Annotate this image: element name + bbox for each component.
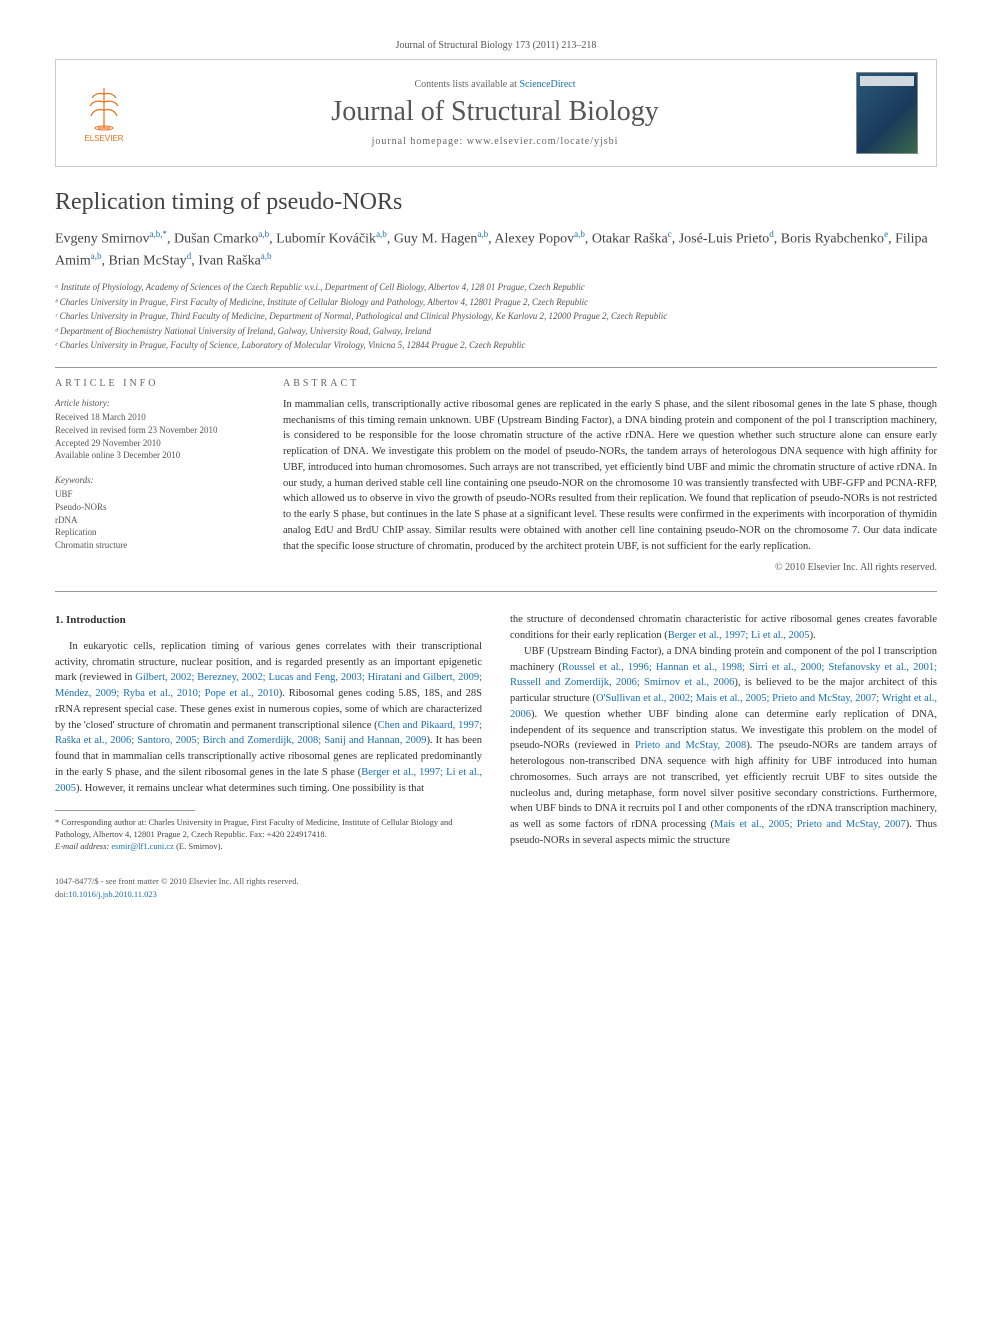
article-title: Replication timing of pseudo-NORs — [55, 189, 937, 216]
contents-prefix: Contents lists available at — [414, 79, 519, 90]
history-line: Accepted 29 November 2010 — [55, 437, 255, 450]
footnote-separator — [55, 810, 195, 811]
header-center: Contents lists available at ScienceDirec… — [134, 79, 856, 147]
body-columns: 1. Introduction In eukaryotic cells, rep… — [55, 612, 937, 900]
author-list: Evgeny Smirnova,b,*, Dušan Cmarkoa,b, Lu… — [55, 228, 937, 271]
contents-line: Contents lists available at ScienceDirec… — [134, 79, 856, 90]
homepage-line: journal homepage: www.elsevier.com/locat… — [134, 136, 856, 147]
doi-link[interactable]: 10.1016/j.jsb.2010.11.023 — [68, 889, 157, 899]
affiliation-line: ᵃ Institute of Physiology, Academy of Sc… — [55, 281, 937, 295]
citation-link[interactable]: Prieto and McStay, 2008 — [635, 740, 746, 751]
corresponding-author-footnote: * Corresponding author at: Charles Unive… — [55, 817, 482, 841]
top-citation: Journal of Structural Biology 173 (2011)… — [55, 40, 937, 51]
keyword: Pseudo-NORs — [55, 501, 255, 514]
divider — [55, 367, 937, 368]
journal-header: ELSEVIER Contents lists available at Sci… — [55, 59, 937, 167]
journal-cover-thumbnail — [856, 72, 918, 154]
email-label: E-mail address: — [55, 841, 111, 851]
keywords-block: Keywords: UBFPseudo-NORsrDNAReplicationC… — [55, 474, 255, 552]
left-column: 1. Introduction In eukaryotic cells, rep… — [55, 612, 482, 900]
bottom-metadata: 1047-8477/$ - see front matter © 2010 El… — [55, 875, 482, 901]
keywords-label: Keywords: — [55, 474, 255, 487]
article-info-column: ARTICLE INFO Article history: Received 1… — [55, 378, 255, 574]
keyword: Replication — [55, 526, 255, 539]
keyword: rDNA — [55, 514, 255, 527]
issn-line: 1047-8477/$ - see front matter © 2010 El… — [55, 875, 482, 888]
homepage-prefix: journal homepage: — [372, 136, 467, 147]
elsevier-logo: ELSEVIER — [74, 78, 134, 148]
abstract-text: In mammalian cells, transcriptionally ac… — [283, 397, 937, 555]
paragraph: the structure of decondensed chromatin c… — [510, 612, 937, 644]
email-suffix: (E. Smirnov). — [174, 841, 223, 851]
doi-line: doi:10.1016/j.jsb.2010.11.023 — [55, 888, 482, 901]
article-history-block: Article history: Received 18 March 2010R… — [55, 397, 255, 462]
page-container: Journal of Structural Biology 173 (2011)… — [0, 0, 992, 940]
history-line: Received 18 March 2010 — [55, 411, 255, 424]
divider — [55, 591, 937, 592]
section-title: Introduction — [66, 614, 126, 626]
history-line: Received in revised form 23 November 201… — [55, 424, 255, 437]
affiliations: ᵃ Institute of Physiology, Academy of Sc… — [55, 281, 937, 353]
abstract-column: ABSTRACT In mammalian cells, transcripti… — [283, 378, 937, 574]
text-run: ). — [810, 630, 816, 641]
citation-link[interactable]: Mais et al., 2005; Prieto and McStay, 20… — [714, 819, 906, 830]
section-heading: 1. Introduction — [55, 612, 482, 629]
affiliation-line: ᵇ Charles University in Prague, First Fa… — [55, 296, 937, 310]
section-number: 1. — [55, 614, 63, 626]
right-column: the structure of decondensed chromatin c… — [510, 612, 937, 900]
email-link[interactable]: esmir@lf1.cuni.cz — [111, 841, 174, 851]
doi-label: doi: — [55, 889, 68, 899]
keyword: UBF — [55, 488, 255, 501]
journal-title: Journal of Structural Biology — [134, 96, 856, 128]
affiliation-line: ᵉ Charles University in Prague, Faculty … — [55, 339, 937, 353]
publisher-label: ELSEVIER — [84, 134, 123, 143]
history-line: Available online 3 December 2010 — [55, 449, 255, 462]
text-run: ). However, it remains unclear what dete… — [76, 783, 424, 794]
article-info-heading: ARTICLE INFO — [55, 378, 255, 389]
history-label: Article history: — [55, 397, 255, 410]
abstract-copyright: © 2010 Elsevier Inc. All rights reserved… — [283, 562, 937, 573]
citation-link[interactable]: Berger et al., 1997; Li et al., 2005 — [668, 630, 810, 641]
homepage-url: www.elsevier.com/locate/yjsbi — [467, 136, 619, 147]
tree-icon — [83, 84, 125, 132]
affiliation-line: ᶜ Charles University in Prague, Third Fa… — [55, 310, 937, 324]
sciencedirect-link[interactable]: ScienceDirect — [519, 79, 575, 90]
text-run: ). The pseudo-NORs are tandem arrays of … — [510, 740, 937, 830]
paragraph: In eukaryotic cells, replication timing … — [55, 639, 482, 797]
affiliation-line: ᵈ Department of Biochemistry National Un… — [55, 325, 937, 339]
abstract-heading: ABSTRACT — [283, 378, 937, 389]
paragraph: UBF (Upstream Binding Factor), a DNA bin… — [510, 644, 937, 849]
keyword: Chromatin structure — [55, 539, 255, 552]
info-abstract-row: ARTICLE INFO Article history: Received 1… — [55, 378, 937, 574]
email-footnote: E-mail address: esmir@lf1.cuni.cz (E. Sm… — [55, 841, 482, 853]
